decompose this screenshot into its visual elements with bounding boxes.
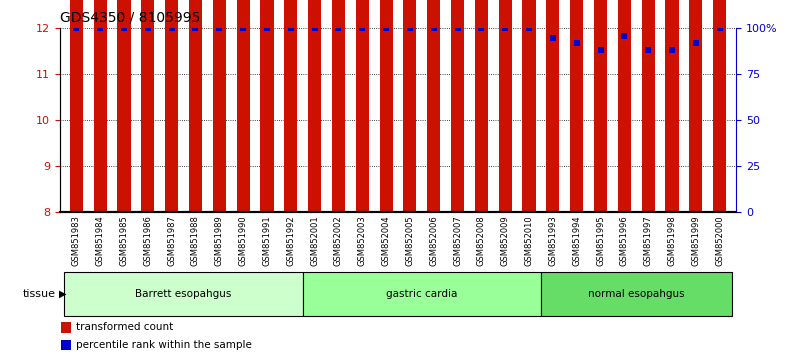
Bar (356, 0, 369, 212)
Bar (689, 0, 702, 212)
Text: GSM852004: GSM852004 (381, 215, 391, 266)
Text: GSM851996: GSM851996 (620, 215, 629, 266)
Bar (94, 0, 107, 212)
Text: GSM852001: GSM852001 (310, 215, 319, 266)
Text: normal esopahgus: normal esopahgus (588, 289, 685, 299)
Text: GSM851991: GSM851991 (263, 215, 271, 266)
Point (451, 25, 464, 31)
Bar (64, 272, 302, 316)
Text: GSM852000: GSM852000 (715, 215, 724, 266)
Text: GSM851984: GSM851984 (96, 215, 105, 266)
Bar (451, 0, 464, 212)
Point (142, 25, 154, 31)
Text: GSM852007: GSM852007 (453, 215, 462, 266)
Text: tissue: tissue (23, 289, 56, 299)
Bar (213, 0, 226, 212)
Bar (70, 0, 83, 212)
Bar (142, 0, 154, 212)
Bar (332, 0, 345, 212)
Text: GSM852002: GSM852002 (334, 215, 343, 266)
Text: GSM852006: GSM852006 (429, 215, 439, 266)
Text: GSM851999: GSM851999 (691, 215, 700, 266)
Bar (541, 272, 732, 316)
Text: GSM851986: GSM851986 (143, 215, 152, 266)
Bar (284, 0, 298, 212)
Bar (642, 0, 654, 212)
Point (594, 47, 607, 53)
Point (236, 25, 249, 31)
Point (570, 40, 583, 46)
Point (166, 25, 178, 31)
Text: GSM851994: GSM851994 (572, 215, 581, 266)
Text: GSM852005: GSM852005 (405, 215, 415, 266)
Text: GSM851989: GSM851989 (215, 215, 224, 266)
Text: GSM851993: GSM851993 (548, 215, 557, 266)
Bar (61, 340, 71, 350)
Point (260, 25, 273, 31)
Point (404, 25, 416, 31)
Bar (260, 0, 274, 212)
Bar (61, 322, 71, 333)
Point (547, 35, 560, 40)
Bar (302, 272, 541, 316)
Point (642, 47, 654, 53)
Point (332, 25, 345, 31)
Point (427, 25, 440, 31)
Point (94, 25, 107, 31)
Text: GSM851998: GSM851998 (668, 215, 677, 266)
Text: GDS4350 / 8105995: GDS4350 / 8105995 (60, 11, 200, 25)
Bar (665, 0, 678, 212)
Bar (189, 0, 202, 212)
Bar (118, 0, 131, 212)
Text: GSM851995: GSM851995 (596, 215, 605, 266)
Point (689, 40, 702, 46)
Text: GSM851997: GSM851997 (644, 215, 653, 266)
Text: transformed count: transformed count (76, 322, 174, 332)
Text: GSM852008: GSM852008 (477, 215, 486, 266)
Text: GSM852003: GSM852003 (357, 215, 367, 266)
Text: GSM851987: GSM851987 (167, 215, 176, 266)
Text: ▶: ▶ (59, 289, 66, 299)
Point (213, 25, 226, 31)
Point (70, 25, 83, 31)
Bar (570, 0, 583, 212)
Text: GSM851983: GSM851983 (72, 215, 81, 266)
Bar (498, 0, 512, 212)
Point (284, 25, 297, 31)
Text: GSM851985: GSM851985 (119, 215, 128, 266)
Bar (308, 0, 321, 212)
Bar (522, 0, 536, 212)
Bar (427, 0, 440, 212)
Text: GSM851990: GSM851990 (239, 215, 248, 266)
Bar (713, 0, 726, 212)
Bar (475, 0, 488, 212)
Point (618, 33, 630, 39)
Text: percentile rank within the sample: percentile rank within the sample (76, 340, 252, 350)
Bar (380, 0, 392, 212)
Bar (236, 0, 250, 212)
Bar (404, 0, 416, 212)
Point (475, 25, 488, 31)
Text: GSM852009: GSM852009 (501, 215, 509, 266)
Text: gastric cardia: gastric cardia (386, 289, 458, 299)
Point (499, 25, 512, 31)
Point (356, 25, 369, 31)
Text: Barrett esopahgus: Barrett esopahgus (135, 289, 232, 299)
Bar (618, 0, 631, 212)
Point (189, 25, 202, 31)
Bar (594, 0, 607, 212)
Text: GSM852010: GSM852010 (525, 215, 533, 266)
Point (380, 25, 392, 31)
Text: GSM851988: GSM851988 (191, 215, 200, 266)
Point (713, 25, 726, 31)
Point (308, 25, 321, 31)
Bar (165, 0, 178, 212)
Point (118, 25, 131, 31)
Bar (546, 0, 560, 212)
Point (665, 47, 678, 53)
Text: GSM851992: GSM851992 (287, 215, 295, 266)
Point (523, 25, 536, 31)
